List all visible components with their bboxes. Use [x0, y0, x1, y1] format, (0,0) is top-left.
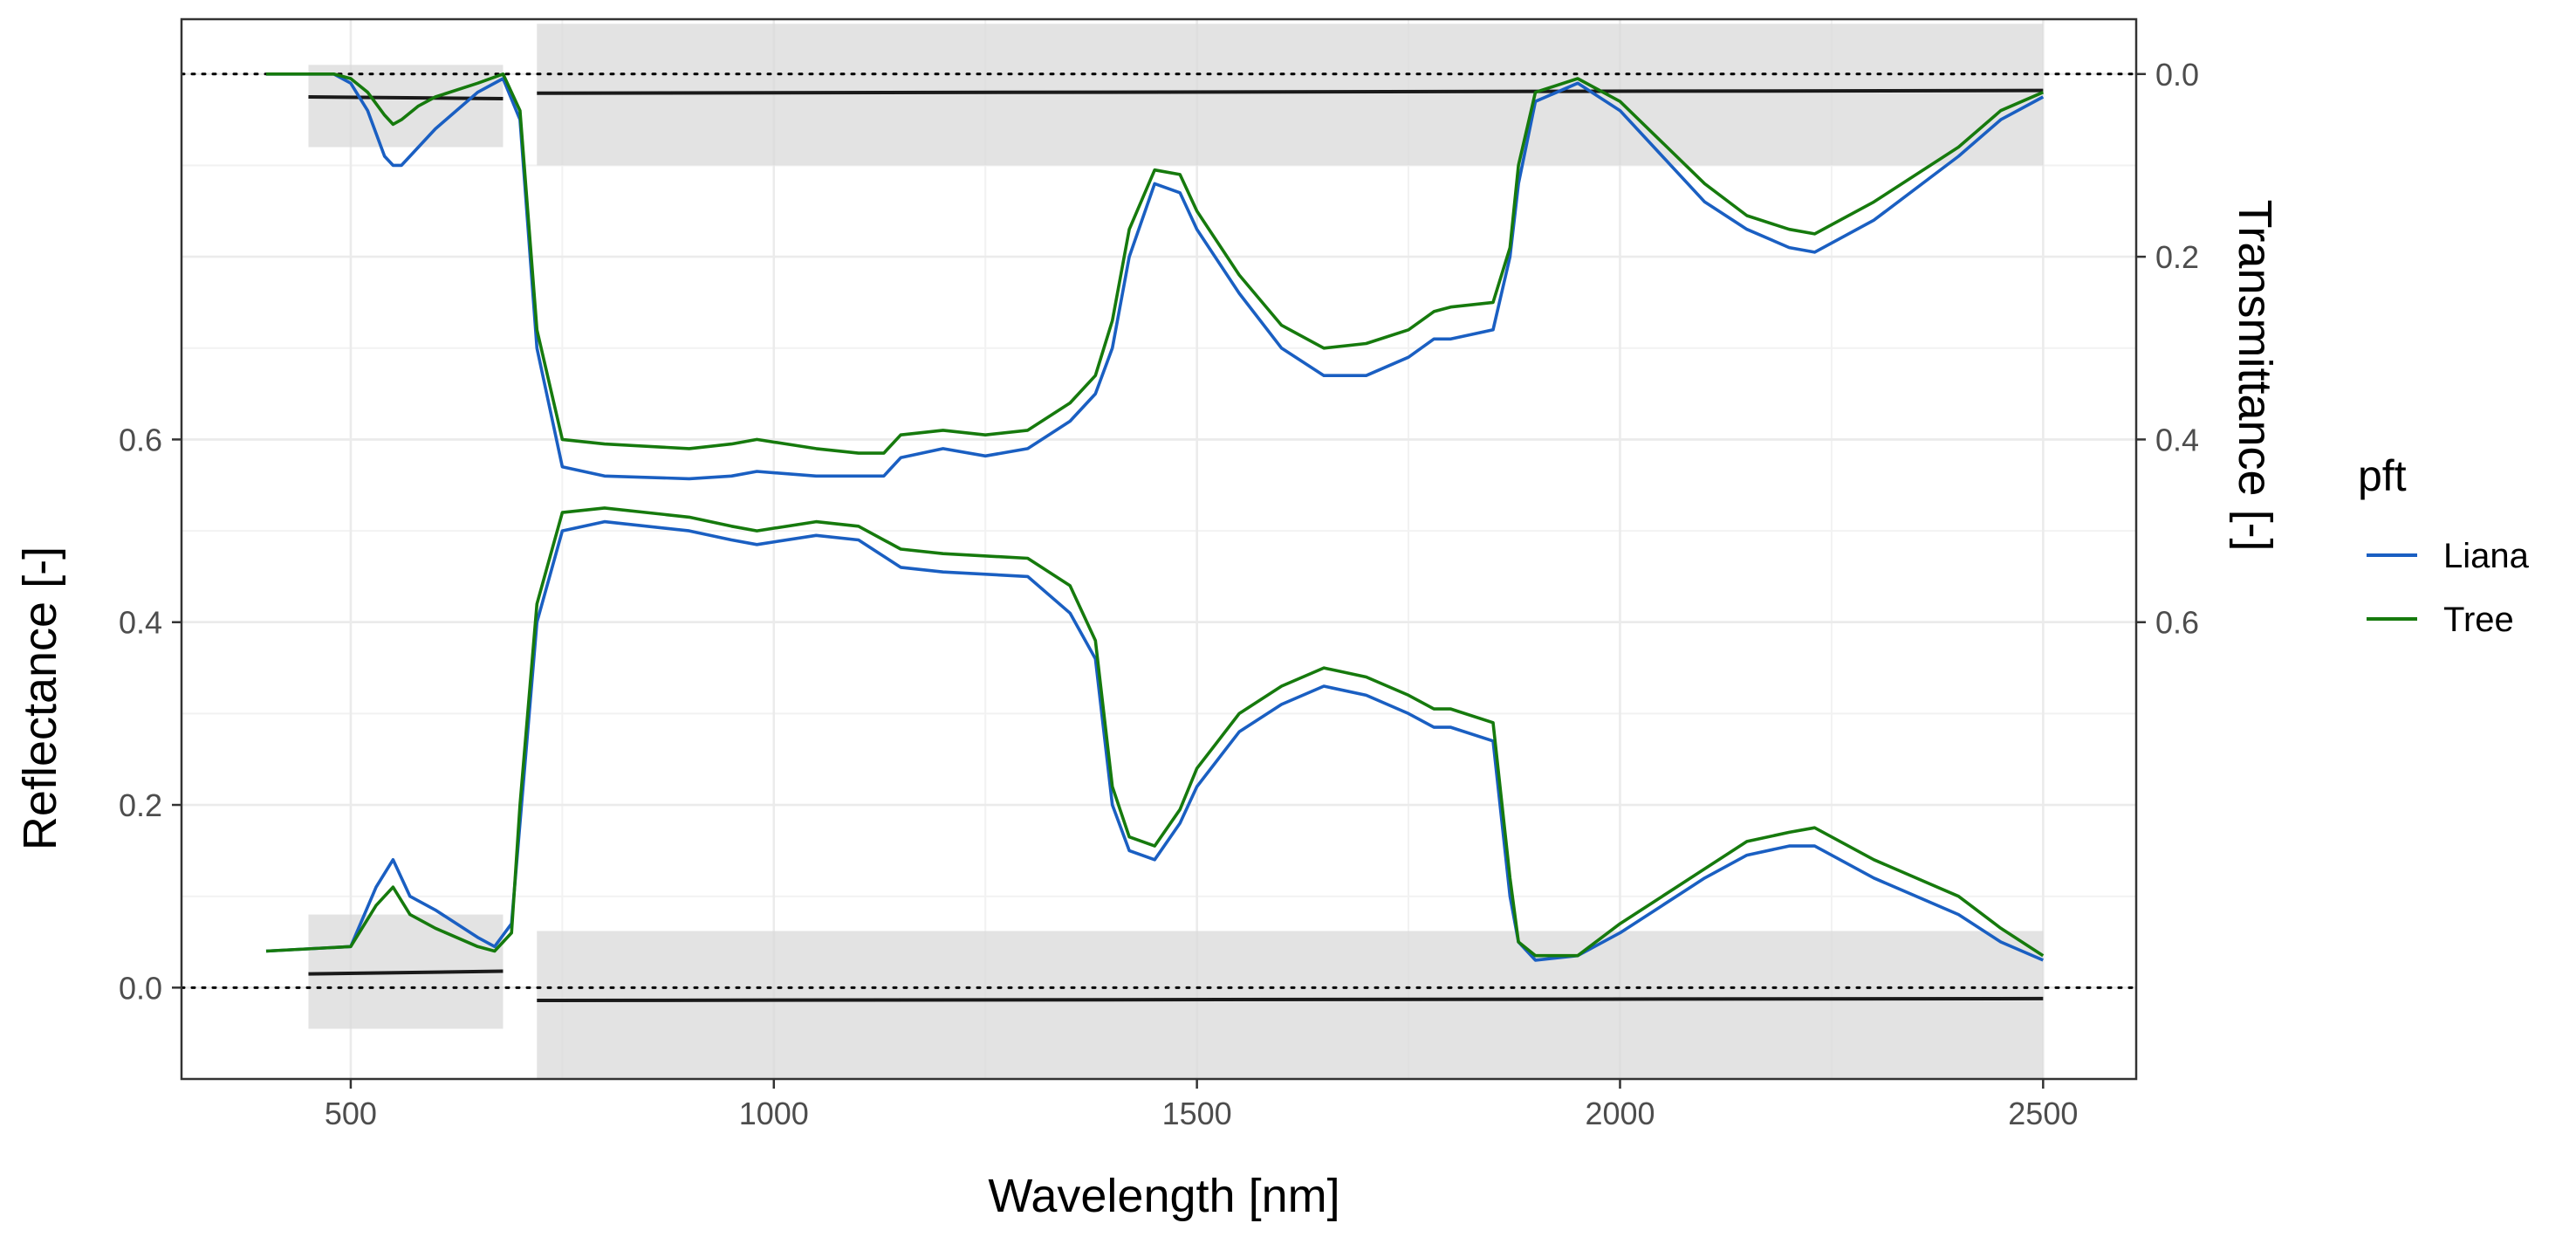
band-center-line: [537, 88, 2044, 95]
axes: Wavelength [nm] Reflectance [-] Transmit…: [14, 17, 2281, 1222]
x-axis-title: Wavelength [nm]: [988, 1170, 1339, 1222]
legend-label-tree: Tree: [2443, 601, 2514, 639]
legend-title: pft: [2358, 451, 2407, 500]
y-tick-label: 0.0: [119, 970, 162, 1006]
band-center-line: [537, 996, 2044, 1002]
panel-border: [180, 17, 2138, 1081]
y-tick-label: 0.4: [119, 605, 162, 641]
shaded-band: [537, 24, 2044, 166]
y2-tick-label: 0.2: [2155, 239, 2199, 275]
x-tick-label: 1500: [1162, 1096, 1232, 1131]
y2-tick-label: 0.0: [2155, 57, 2199, 93]
x-tick-label: 500: [325, 1096, 377, 1131]
x-tick-label: 1000: [739, 1096, 809, 1131]
y-tick-label: 0.6: [119, 422, 162, 457]
y2-tick-label: 0.6: [2155, 605, 2199, 641]
x-tick-label: 2500: [2008, 1096, 2078, 1131]
plot-panel: [182, 19, 2136, 1079]
y2-tick-label: 0.4: [2155, 422, 2199, 457]
legend-label-liana: Liana: [2443, 537, 2530, 575]
x-tick-label: 2000: [1585, 1096, 1655, 1131]
series-line-tree-reflectance: [265, 506, 2045, 958]
legend: pft Liana Tree: [2358, 451, 2530, 639]
y2-axis-title: Transmittance [-]: [2229, 199, 2281, 551]
band-center-line: [308, 969, 504, 976]
y-tick-label: 0.2: [119, 787, 162, 823]
y-axis-title: Reflectance [-]: [14, 546, 66, 850]
series-line-liana-transmittance: [266, 72, 2045, 481]
shaded-band: [537, 931, 2044, 1079]
series-line-tree-transmittance: [266, 72, 2045, 455]
